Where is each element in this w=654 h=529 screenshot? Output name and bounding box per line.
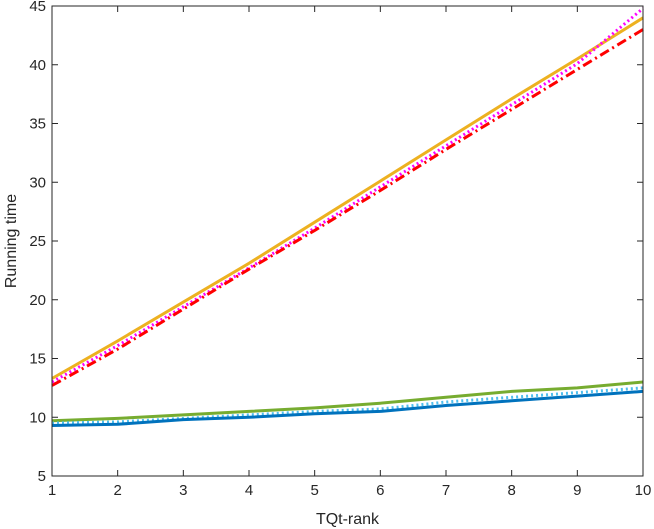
y-tick-label: 5 bbox=[38, 468, 46, 485]
y-tick-label: 25 bbox=[29, 233, 46, 250]
y-tick-label: 40 bbox=[29, 57, 46, 74]
y-tick-label: 20 bbox=[29, 292, 46, 309]
axes bbox=[51, 5, 644, 477]
x-tick-label: 7 bbox=[442, 482, 450, 499]
x-tick-label: 8 bbox=[507, 482, 515, 499]
series-line-3 bbox=[51, 28, 644, 387]
x-tick-label: 3 bbox=[179, 482, 187, 499]
series-layer bbox=[51, 7, 644, 427]
x-tick-label: 10 bbox=[635, 482, 652, 499]
series-line-6 bbox=[51, 389, 644, 427]
y-tick-label: 15 bbox=[29, 351, 46, 368]
series-line-1 bbox=[51, 16, 644, 380]
x-tick-label: 2 bbox=[113, 482, 121, 499]
y-tick-label: 10 bbox=[29, 409, 46, 426]
series-line-4 bbox=[51, 380, 644, 423]
x-tick-label: 4 bbox=[245, 482, 253, 499]
x-tick-label: 9 bbox=[573, 482, 581, 499]
x-axis-label: TQt-rank bbox=[316, 511, 380, 528]
y-tick-label: 35 bbox=[29, 116, 46, 133]
x-tick-label: 1 bbox=[48, 482, 56, 499]
x-tick-label: 5 bbox=[310, 482, 318, 499]
y-axis-label: Running time bbox=[3, 194, 20, 288]
y-tick-label: 45 bbox=[29, 0, 46, 15]
series-line-2 bbox=[51, 7, 644, 384]
series-line-5 bbox=[51, 386, 644, 425]
y-tick-label: 30 bbox=[29, 174, 46, 191]
x-tick-label: 6 bbox=[376, 482, 384, 499]
